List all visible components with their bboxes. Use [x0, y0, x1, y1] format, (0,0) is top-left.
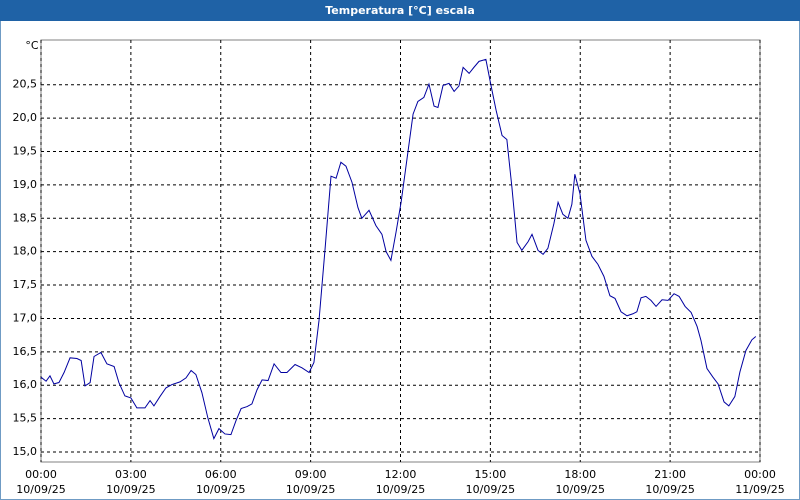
chart-title: Temperatura [°C] escala: [325, 4, 475, 17]
y-tick-label: 18,0: [13, 245, 38, 258]
y-tick-label: 20,0: [13, 111, 38, 124]
x-tick-label: 15:00: [475, 468, 507, 481]
y-tick-label: 17,5: [13, 278, 38, 291]
x-tick-label: 00:00: [744, 468, 776, 481]
x-tick-date: 10/09/25: [466, 483, 515, 496]
title-bar: [0, 0, 800, 21]
x-tick-label: 21:00: [654, 468, 686, 481]
x-tick-date: 10/09/25: [16, 483, 65, 496]
x-tick-label: 06:00: [205, 468, 237, 481]
y-tick-label: 19,0: [13, 178, 38, 191]
x-tick-date: 10/09/25: [645, 483, 694, 496]
x-tick-label: 00:00: [25, 468, 57, 481]
x-tick-label: 03:00: [115, 468, 147, 481]
x-tick-label: 12:00: [385, 468, 417, 481]
x-tick-label: 09:00: [295, 468, 327, 481]
data-line: [40, 58, 757, 440]
y-tick-label: 15,5: [13, 412, 38, 425]
x-tick-date: 10/09/25: [556, 483, 605, 496]
x-tick-date: 10/09/25: [376, 483, 425, 496]
y-tick-label: 19,5: [13, 145, 38, 158]
y-tick-label: 15,0: [13, 445, 38, 458]
x-tick-date: 10/09/25: [106, 483, 155, 496]
y-tick-label: 20,5: [13, 78, 38, 91]
x-tick-date: 10/09/25: [286, 483, 335, 496]
y-tick-label: 17,0: [13, 311, 38, 324]
x-tick-date: 10/09/25: [196, 483, 245, 496]
x-tick-label: 18:00: [564, 468, 596, 481]
y-tick-label: 18,5: [13, 211, 38, 224]
x-tick-date: 11/09/25: [735, 483, 784, 496]
y-tick-label: 16,0: [13, 378, 38, 391]
y-tick-label: 16,5: [13, 345, 38, 358]
y-axis-unit: °C: [25, 39, 39, 52]
